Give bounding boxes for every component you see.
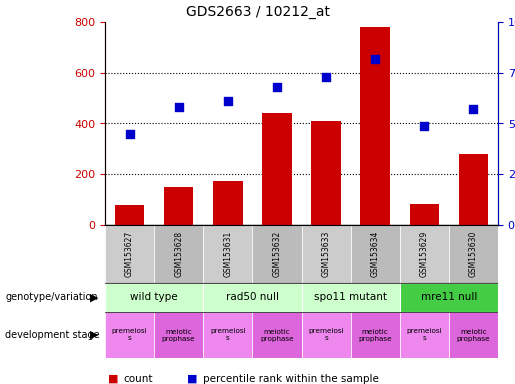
Text: GSM153632: GSM153632 (272, 231, 281, 277)
Bar (252, 312, 301, 358)
Bar (400, 312, 449, 358)
Text: ■: ■ (108, 374, 118, 384)
Text: meiotic
prophase: meiotic prophase (162, 328, 196, 341)
Bar (154, 225, 203, 283)
Bar (203, 312, 252, 358)
Point (371, 55, 380, 61)
Bar (449, 312, 498, 358)
Bar (213, 180, 243, 225)
Text: GSM153634: GSM153634 (371, 231, 380, 277)
Text: development stage: development stage (5, 330, 100, 340)
Text: premeiosi
s: premeiosi s (308, 328, 344, 341)
Text: rad50 null: rad50 null (226, 293, 279, 303)
Text: mre11 null: mre11 null (421, 293, 477, 303)
Bar (459, 154, 488, 225)
Point (126, 131, 134, 137)
Bar (262, 113, 291, 225)
Bar (312, 121, 341, 225)
Point (420, 122, 428, 129)
Bar (154, 312, 203, 358)
Point (175, 104, 183, 110)
Text: genotype/variation: genotype/variation (5, 293, 98, 303)
Text: wild type: wild type (130, 293, 178, 303)
Text: GSM153627: GSM153627 (125, 231, 134, 277)
Text: premeiosi
s: premeiosi s (210, 328, 246, 341)
Text: percentile rank within the sample: percentile rank within the sample (203, 374, 379, 384)
Bar (400, 225, 449, 283)
Text: GSM153633: GSM153633 (321, 231, 331, 277)
Bar (203, 283, 301, 312)
Text: meiotic
prophase: meiotic prophase (457, 328, 490, 341)
Text: premeiosi
s: premeiosi s (112, 328, 147, 341)
Text: ▶: ▶ (90, 293, 99, 303)
Bar (351, 225, 400, 283)
Bar (351, 312, 400, 358)
Bar (360, 27, 390, 225)
Bar (115, 205, 144, 225)
Text: ▶: ▶ (90, 330, 99, 340)
Bar (105, 312, 154, 358)
Bar (164, 187, 194, 225)
Bar (449, 225, 498, 283)
Bar (301, 225, 351, 283)
Text: GDS2663 / 10212_at: GDS2663 / 10212_at (185, 5, 330, 19)
Text: ■: ■ (187, 374, 198, 384)
Point (224, 98, 232, 104)
Text: meiotic
prophase: meiotic prophase (358, 328, 392, 341)
Text: GSM153630: GSM153630 (469, 231, 478, 277)
Bar (203, 225, 252, 283)
Text: meiotic
prophase: meiotic prophase (260, 328, 294, 341)
Point (322, 74, 330, 80)
Text: premeiosi
s: premeiosi s (406, 328, 442, 341)
Text: GSM153629: GSM153629 (420, 231, 429, 277)
Bar (105, 283, 203, 312)
Bar (252, 225, 301, 283)
Point (469, 106, 477, 113)
Text: spo11 mutant: spo11 mutant (314, 293, 387, 303)
Bar (409, 204, 439, 225)
Point (273, 84, 281, 90)
Text: GSM153628: GSM153628 (174, 231, 183, 277)
Bar (301, 283, 400, 312)
Text: count: count (123, 374, 152, 384)
Text: GSM153631: GSM153631 (224, 231, 232, 277)
Bar (105, 225, 154, 283)
Bar (301, 312, 351, 358)
Bar (400, 283, 498, 312)
